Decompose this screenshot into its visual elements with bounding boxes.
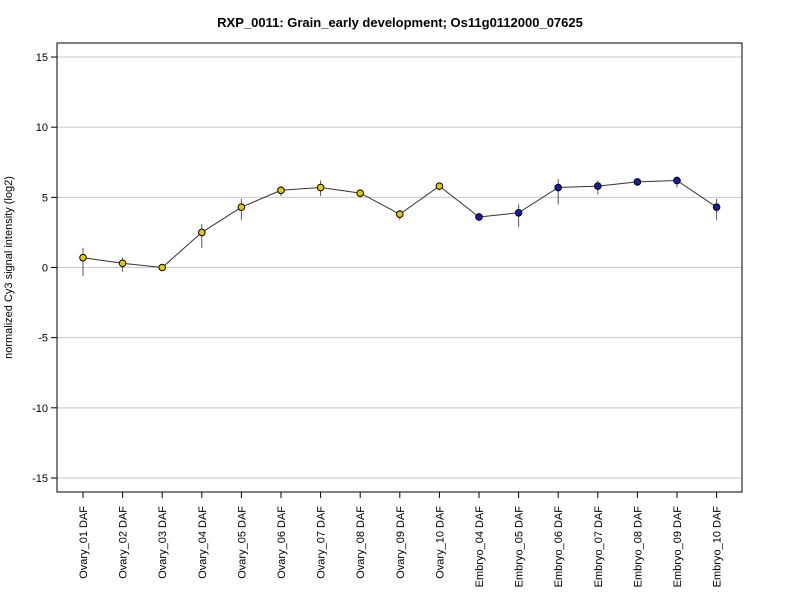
data-point: [79, 253, 87, 262]
data-point: [396, 210, 404, 218]
x-tick-label: Embryo_05 DAF: [514, 506, 526, 588]
y-tick-label: 10: [36, 122, 48, 134]
data-point: [594, 182, 602, 190]
y-tick-label: 5: [42, 192, 48, 204]
data-point: [554, 183, 563, 192]
x-tick-label: Ovary_01 DAF: [78, 506, 90, 579]
x-tick-label: Embryo_04 DAF: [474, 506, 486, 588]
x-tick-label: Ovary_09 DAF: [395, 506, 407, 579]
data-point: [118, 259, 127, 268]
x-axis: Ovary_01 DAF Ovary_02 DAF Ovary_03 DAF Ovar…: [78, 492, 724, 587]
x-tick-label: Ovary_08 DAF: [355, 506, 367, 579]
y-axis: 15 10 5 0 -5 -10 -15: [32, 52, 57, 485]
x-tick-label: Embryo_10 DAF: [712, 506, 724, 588]
series-line: [82, 179, 717, 269]
y-axis-label: normalized Cy3 signal intensity (log2): [3, 176, 15, 359]
data-point: [356, 189, 365, 197]
series: [79, 176, 721, 276]
x-tick-label: Ovary_04 DAF: [197, 506, 209, 579]
x-tick-label: Embryo_06 DAF: [553, 506, 565, 588]
data-point: [198, 228, 206, 237]
y-tick-label: 15: [36, 52, 48, 64]
data-point: [277, 186, 285, 195]
x-tick-label: Ovary_05 DAF: [236, 506, 248, 579]
data-point: [475, 213, 483, 221]
data-point: [633, 178, 642, 186]
x-tick-label: Ovary_07 DAF: [316, 506, 328, 579]
data-point: [673, 176, 681, 185]
y-tick-label: -15: [32, 473, 48, 485]
data-point: [712, 203, 721, 211]
x-tick-label: Embryo_09 DAF: [672, 506, 684, 588]
y-tick-label: -10: [32, 403, 48, 415]
data-point: [514, 208, 523, 217]
grid-lines: [57, 56, 742, 479]
x-tick-label: Embryo_08 DAF: [632, 506, 644, 588]
data-point: [316, 183, 325, 192]
x-tick-label: Ovary_10 DAF: [434, 506, 446, 579]
data-point: [435, 182, 444, 190]
x-tick-label: Embryo_07 DAF: [593, 506, 605, 588]
x-tick-label: Ovary_03 DAF: [157, 506, 169, 579]
chart-title: RXP_0011: Grain_early development; Os11g…: [217, 15, 583, 30]
y-tick-label: 0: [42, 263, 48, 275]
y-tick-label: -5: [38, 333, 48, 345]
data-point: [158, 263, 166, 272]
x-tick-label: Ovary_02 DAF: [118, 506, 130, 579]
data-point: [237, 203, 246, 211]
x-tick-label: Ovary_06 DAF: [276, 506, 288, 579]
